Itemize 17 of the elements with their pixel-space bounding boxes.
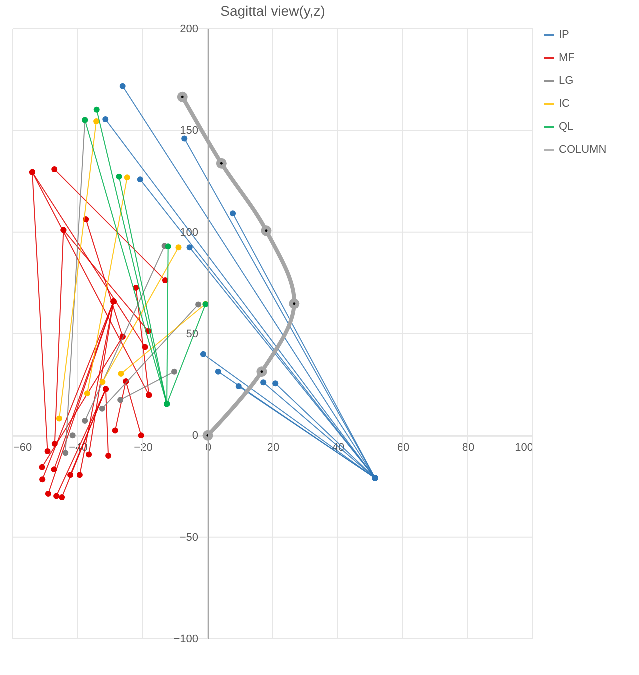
legend-label: COLUMN xyxy=(559,144,607,156)
x-tick-label: 60 xyxy=(397,442,410,454)
legend-label: IP xyxy=(559,29,570,41)
legend-label: MF xyxy=(559,52,576,64)
y-tick-label: 150 xyxy=(180,125,198,138)
y-tick-label: 200 xyxy=(180,24,198,36)
y-tick-label: −50 xyxy=(180,532,198,544)
y-tick-label: 0 xyxy=(192,430,198,442)
x-tick-label: 100 xyxy=(515,442,534,454)
x-tick-label: −60 xyxy=(14,442,32,454)
x-tick-label: 20 xyxy=(267,442,280,454)
legend-label: LG xyxy=(559,75,574,87)
legend-label: QL xyxy=(559,121,574,133)
chart-title: Sagittal view(y,z) xyxy=(220,3,326,19)
x-tick-label: 80 xyxy=(462,442,475,454)
legend-label: IC xyxy=(559,98,570,110)
y-tick-label: −100 xyxy=(174,634,198,646)
